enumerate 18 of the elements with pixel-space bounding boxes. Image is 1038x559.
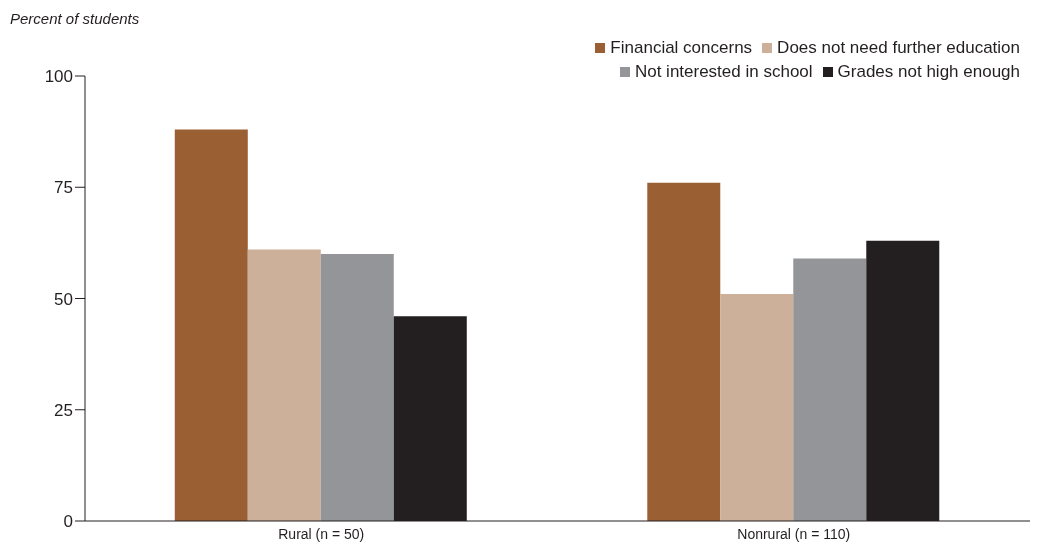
y-tick-label: 50 (54, 289, 73, 309)
bar (247, 249, 321, 521)
legend-label: Financial concerns (609, 38, 753, 58)
y-tick-label: 25 (54, 400, 73, 420)
x-tick-label: Nonrural (n = 110) (737, 525, 851, 542)
bar (647, 182, 721, 521)
y-tick-label: 100 (44, 67, 73, 87)
legend-label: Does not need further education (776, 38, 1020, 58)
legend-label: Grades not high enough (836, 62, 1020, 82)
bar (174, 129, 248, 521)
x-tick-label: Rural (n = 50) (278, 525, 365, 542)
bar (320, 254, 394, 521)
y-tick-label: 0 (63, 512, 73, 532)
bar (720, 294, 794, 521)
y-tick-label: 75 (54, 178, 73, 198)
bar (793, 258, 867, 521)
legend-label: Not interested in school (633, 62, 813, 82)
y-axis-title: Percent of students (10, 10, 140, 27)
